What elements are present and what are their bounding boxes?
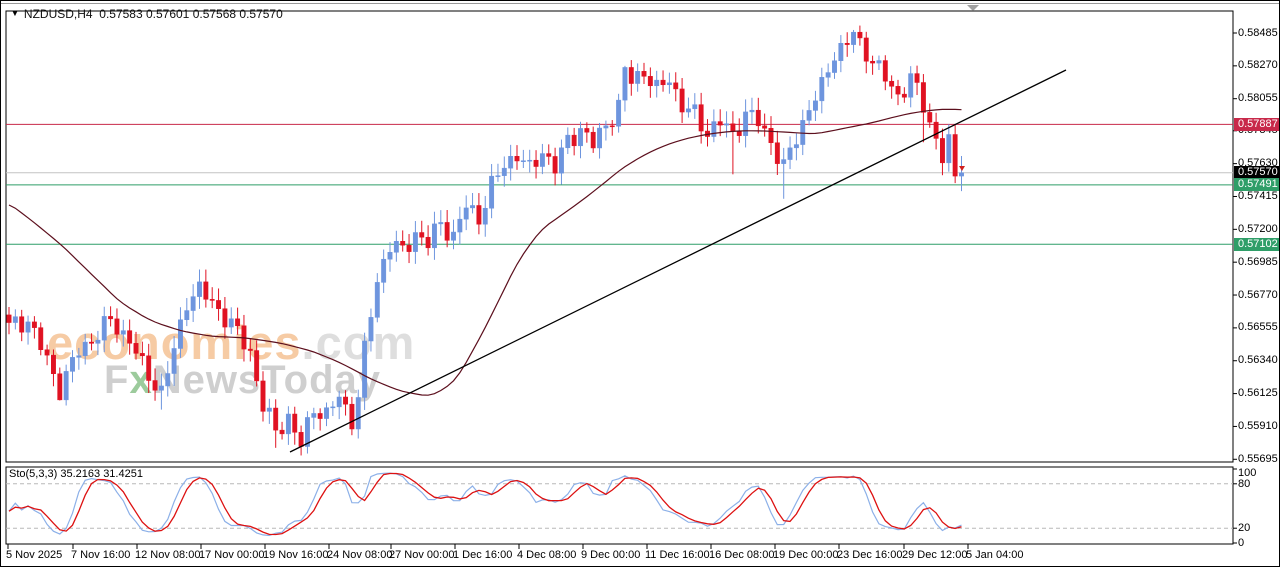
time-tick-label: 5 Nov 2025 bbox=[6, 549, 63, 561]
time-tick-label: 24 Nov 08:00 bbox=[327, 549, 393, 561]
stochastic-pane[interactable] bbox=[6, 467, 1233, 544]
price-tick-label: 0.58055 bbox=[1238, 92, 1278, 105]
last-price-arrow-icon bbox=[959, 166, 965, 171]
moving-average-line bbox=[8, 108, 962, 396]
sto-tick-label: 20 bbox=[1238, 522, 1251, 535]
price-tick-label: 0.57200 bbox=[1238, 222, 1278, 235]
sto-pane-border bbox=[5, 466, 1234, 545]
time-tick-label: 1 Dec 16:00 bbox=[453, 549, 513, 561]
stochastic-values: 35.2163 31.4251 bbox=[60, 468, 143, 480]
trendline bbox=[289, 69, 1067, 453]
time-tick-label: 5 Jan 04:00 bbox=[966, 549, 1024, 561]
time-tick-label: 16 Dec 08:00 bbox=[709, 549, 775, 561]
price-tag-0.57491: 0.57491 bbox=[1234, 178, 1279, 192]
sto-k-line bbox=[8, 472, 962, 537]
time-tick-label: 19 Dec 00:00 bbox=[773, 549, 839, 561]
watermark: economies.com FxNewsToday bbox=[47, 319, 415, 400]
price-tick-label: 0.58270 bbox=[1238, 59, 1278, 72]
candlesticks bbox=[6, 25, 964, 456]
time-tick-label: 9 Dec 00:00 bbox=[581, 549, 641, 561]
sto-tick-label: 0 bbox=[1238, 537, 1245, 549]
price-tick-label: 0.57415 bbox=[1238, 189, 1278, 202]
price-tick-label: 0.56985 bbox=[1238, 255, 1278, 268]
stochastic-label: Sto(5,3,3) bbox=[9, 468, 58, 480]
symbol-period-label: NZDUSD,H4 bbox=[23, 7, 93, 21]
price-tick-label: 0.55695 bbox=[1238, 452, 1278, 465]
price-tag-0.57887: 0.57887 bbox=[1234, 117, 1279, 131]
symbol-dropdown-icon: ▼ bbox=[11, 9, 19, 18]
price-tick-label: 0.56340 bbox=[1238, 354, 1278, 367]
sto-tick-label: 80 bbox=[1238, 477, 1251, 490]
price-tag-0.57102: 0.57102 bbox=[1234, 237, 1279, 251]
time-tick-label: 7 Nov 16:00 bbox=[71, 549, 131, 561]
chart-shift-icon bbox=[967, 5, 979, 11]
price-tick-label: 0.56770 bbox=[1238, 288, 1278, 301]
price-tag-0.57570: 0.57570 bbox=[1234, 166, 1279, 180]
time-tick-label: 11 Dec 16:00 bbox=[645, 549, 710, 561]
time-tick-label: 19 Nov 16:00 bbox=[263, 549, 329, 561]
stochastic-readout: Sto(5,3,3) 35.2163 31.4251 bbox=[9, 468, 143, 480]
sto-tick-label: 100 bbox=[1238, 467, 1257, 479]
time-tick-label: 29 Dec 12:00 bbox=[902, 549, 968, 561]
price-tick-label: 0.56555 bbox=[1238, 321, 1278, 334]
price-tick-label: 0.57630 bbox=[1238, 157, 1278, 170]
price-tick-label: 0.55910 bbox=[1238, 419, 1278, 432]
price-tick-label: 0.58485 bbox=[1238, 26, 1278, 39]
sto-d-line bbox=[8, 472, 962, 536]
time-tick-label: 17 Nov 00:00 bbox=[199, 549, 265, 561]
time-tick-label: 12 Nov 08:00 bbox=[135, 549, 201, 561]
time-tick-label: 4 Dec 08:00 bbox=[517, 549, 577, 561]
watermark-subbrand: FxNewsToday bbox=[104, 358, 382, 402]
ohlc-values: 0.57583 0.57601 0.57568 0.57570 bbox=[99, 7, 283, 21]
price-tick-label: 0.56125 bbox=[1238, 387, 1278, 400]
main-chart-pane[interactable] bbox=[6, 11, 1233, 462]
symbol-ohlc-readout: ▼ NZDUSD,H4 0.57583 0.57601 0.57568 0.575… bbox=[11, 7, 283, 21]
time-tick-label: 27 Nov 00:00 bbox=[389, 549, 455, 561]
time-tick-label: 23 Dec 16:00 bbox=[837, 549, 903, 561]
main-pane-border bbox=[5, 10, 1234, 463]
